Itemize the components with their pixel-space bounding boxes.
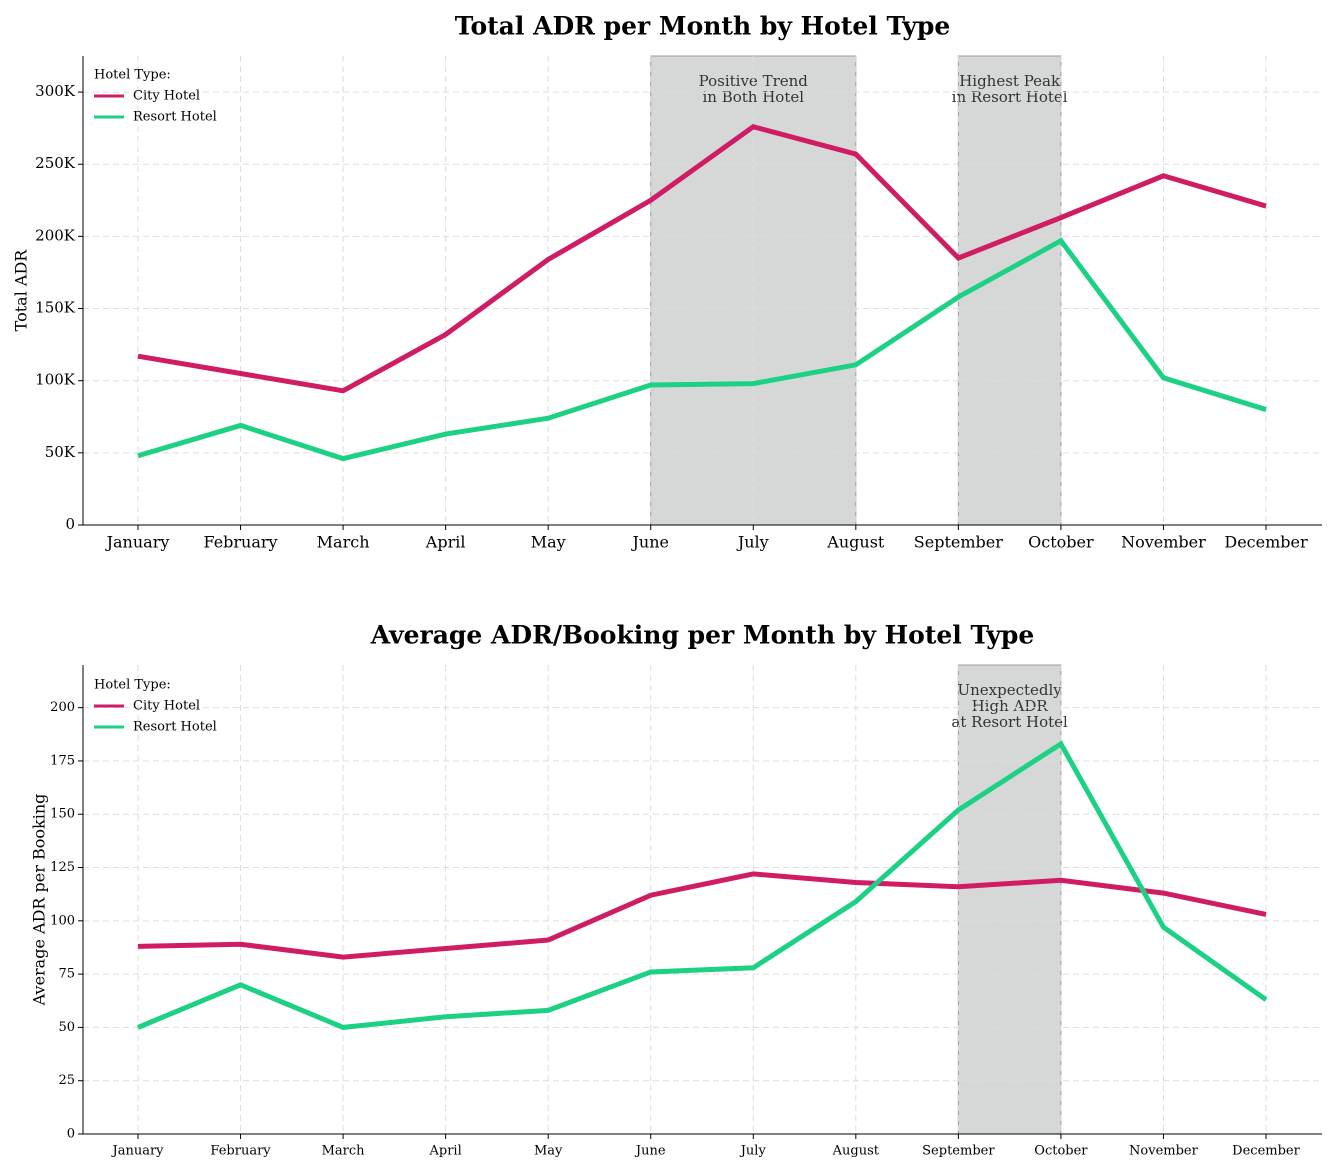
chart-title: Total ADR per Month by Hotel Type [455, 12, 951, 41]
x-tick-label: April [429, 1144, 462, 1159]
y-tick-label: 100K [35, 371, 76, 389]
x-tick-label: April [425, 533, 466, 552]
x-tick-label: January [110, 1144, 164, 1159]
y-tick-label: 125 [50, 860, 75, 875]
y-tick-label: 75 [58, 967, 75, 982]
x-tick-label: July [736, 533, 769, 552]
x-tick-label: September [922, 1144, 995, 1159]
annotation-text: at Resort Hotel [951, 713, 1068, 731]
series-line-resort-hotel [137, 740, 1268, 1030]
legend-title: Hotel Type: [94, 68, 171, 83]
series-line-resort-hotel [137, 237, 1267, 462]
x-tick-label: October [1028, 533, 1094, 552]
y-tick-label: 25 [58, 1073, 75, 1088]
legend-label: City Hotel [133, 89, 200, 104]
x-tick-label: June [634, 1144, 666, 1159]
y-tick-label: 200K [35, 226, 76, 244]
x-tick-label: June [630, 533, 669, 552]
x-tick-label: May [531, 533, 566, 552]
legend-label: City Hotel [133, 699, 200, 714]
chart-2: Average ADR/Booking per Month by Hotel T… [30, 621, 1322, 1159]
x-tick-label: February [203, 533, 277, 552]
x-tick-label: July [739, 1144, 767, 1159]
annotation-text: Unexpectedly [957, 681, 1062, 699]
y-axis-label: Average ADR per Booking [30, 794, 49, 1007]
highlight-region [957, 664, 1062, 1135]
y-tick-label: 50K [45, 443, 76, 461]
x-tick-label: August [826, 533, 885, 552]
x-tick-label: February [210, 1144, 271, 1159]
y-tick-label: 250K [35, 154, 76, 172]
chart-1: Total ADR per Month by Hotel TypePositiv… [12, 12, 1322, 552]
legend: Hotel Type: City Hotel Resort Hotel [94, 68, 217, 125]
x-tick-label: November [1129, 1144, 1199, 1159]
series-line-city-hotel [137, 123, 1267, 394]
x-tick-label: March [317, 533, 370, 552]
y-tick-label: 300K [35, 82, 76, 100]
x-tick-label: March [322, 1144, 366, 1159]
y-axis-label: Total ADR [12, 249, 31, 332]
x-tick-label: October [1034, 1144, 1088, 1159]
y-tick-label: 150K [35, 299, 76, 317]
x-tick-label: May [534, 1144, 563, 1159]
series-line-city-hotel [137, 871, 1267, 960]
x-tick-label: January [105, 533, 170, 552]
x-tick-label: August [832, 1144, 880, 1159]
y-tick-label: 50 [58, 1020, 75, 1035]
x-tick-label: December [1224, 533, 1308, 552]
x-tick-label: December [1232, 1144, 1300, 1159]
y-tick-label: 175 [50, 753, 75, 768]
legend-title: Hotel Type: [94, 678, 171, 693]
y-tick-label: 0 [67, 1127, 75, 1142]
y-tick-label: 150 [50, 807, 75, 822]
annotation-text: High ADR [972, 697, 1049, 715]
legend: Hotel Type: City Hotel Resort Hotel [94, 678, 217, 735]
annotation-text: Highest Peak [959, 72, 1061, 90]
annotation-text: in Resort Hotel [952, 88, 1068, 106]
legend-label: Resort Hotel [133, 720, 217, 735]
chart-title: Average ADR/Booking per Month by Hotel T… [370, 621, 1035, 650]
x-tick-label: November [1121, 533, 1206, 552]
y-tick-label: 200 [50, 700, 75, 715]
legend-label: Resort Hotel [133, 110, 217, 125]
y-tick-label: 0 [65, 515, 75, 533]
y-tick-label: 100 [50, 913, 75, 928]
x-tick-label: September [914, 533, 1003, 552]
